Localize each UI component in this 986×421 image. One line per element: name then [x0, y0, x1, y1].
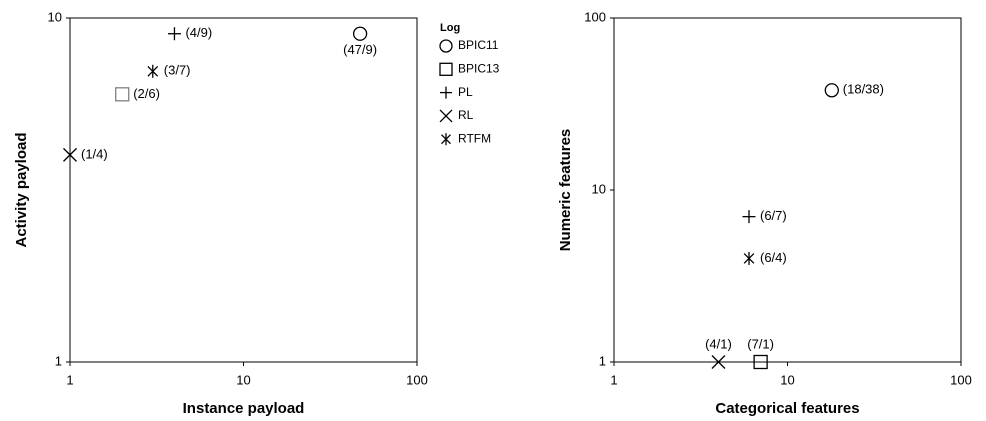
y-axis-title: Numeric features [557, 129, 574, 252]
data-label: (18/38) [843, 82, 884, 97]
x-axis-title: Instance payload [183, 400, 305, 417]
data-label: (1/4) [81, 146, 108, 161]
y-tick-label: 1 [599, 353, 606, 368]
y-tick-label: 100 [584, 9, 606, 24]
marker-shape [439, 109, 453, 123]
data-point [115, 87, 130, 102]
legend-marker [439, 109, 453, 123]
data-point [743, 251, 755, 265]
data-label: (7/1) [747, 336, 774, 351]
marker-shape [439, 62, 453, 76]
x-tick-label: 100 [406, 372, 428, 387]
data-point [711, 355, 726, 369]
legend-marker [439, 39, 453, 53]
legend-label: BPIC13 [458, 61, 500, 75]
legend-label: PL [458, 85, 473, 99]
x-tick-label: 10 [236, 372, 250, 387]
data-point [167, 27, 181, 41]
data-point [742, 210, 756, 224]
marker-shape [115, 87, 130, 102]
x-tick-label: 100 [950, 372, 972, 387]
marker-shape [63, 147, 77, 162]
marker-shape [711, 355, 726, 369]
data-label: (6/7) [760, 208, 787, 223]
legend-title: Log [440, 22, 460, 34]
marker-shape [753, 354, 768, 370]
x-axis-title: Categorical features [715, 400, 859, 417]
y-tick-label: 10 [592, 181, 606, 196]
data-label: (4/9) [185, 25, 212, 40]
legend-marker [440, 86, 452, 99]
data-label: (6/4) [760, 250, 787, 265]
marker-shape [439, 39, 453, 53]
y-tick-label: 1 [55, 353, 62, 368]
data-point [753, 354, 768, 370]
x-tick-label: 1 [66, 372, 73, 387]
legend-label: RTFM [458, 131, 491, 145]
y-axis-title: Activity payload [13, 132, 30, 247]
data-point [63, 147, 77, 162]
legend-marker [439, 62, 453, 76]
marker-shape [352, 26, 368, 41]
marker-shape [824, 83, 839, 98]
data-label: (2/6) [133, 86, 160, 101]
data-label: (47/9) [343, 42, 377, 57]
legend-label: RL [458, 108, 474, 122]
data-point [352, 26, 368, 41]
data-point [147, 64, 159, 78]
x-tick-label: 1 [610, 372, 617, 387]
plot-frame [69, 17, 418, 363]
data-label: (3/7) [164, 63, 191, 78]
y-tick-label: 10 [48, 9, 62, 24]
x-tick-label: 10 [780, 372, 794, 387]
data-label: (4/1) [705, 336, 732, 351]
legend-label: BPIC11 [458, 38, 499, 52]
marker-shape [743, 253, 755, 264]
marker-shape [441, 134, 451, 145]
legend-marker [441, 133, 451, 146]
plot-frame [613, 17, 962, 363]
data-point [824, 83, 839, 98]
marker-shape [147, 65, 159, 77]
